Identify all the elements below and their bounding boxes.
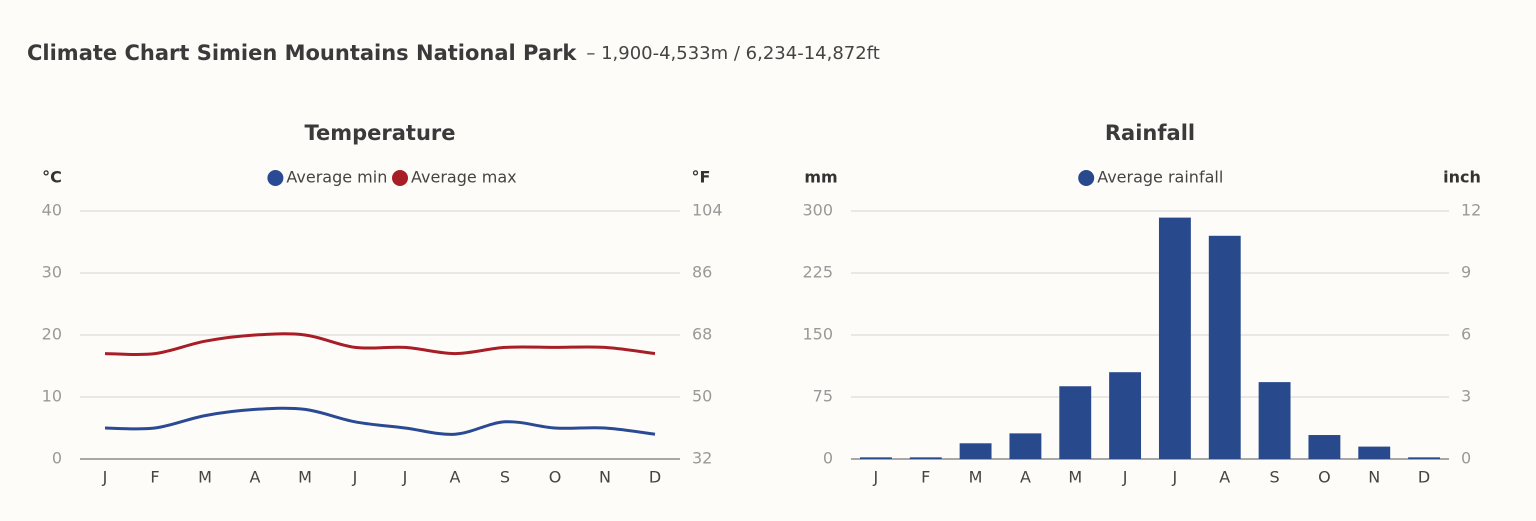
x-tick-label: N <box>599 468 611 487</box>
bar <box>1208 235 1241 459</box>
legend-label: Average min <box>286 168 387 187</box>
page-subtitle: – 1,900-4,533m / 6,234-14,872ft <box>586 43 879 64</box>
x-tick-label: A <box>1020 468 1031 487</box>
legend-label: Average max <box>411 168 517 187</box>
y-tick-label: 40 <box>42 201 62 220</box>
y-tick-label: 20 <box>42 325 62 344</box>
x-tick-label: A <box>250 468 261 487</box>
x-tick-label: J <box>873 468 879 487</box>
bar <box>859 457 892 459</box>
bar <box>909 457 942 459</box>
x-tick-label: S <box>500 468 510 487</box>
bar <box>1109 372 1142 459</box>
y-axis-label: mm <box>804 168 837 187</box>
x-tick-label: M <box>1068 468 1082 487</box>
x-tick-label: J <box>352 468 358 487</box>
x-tick-label: J <box>1172 468 1178 487</box>
bar <box>1059 386 1092 459</box>
x-tick-label: O <box>549 468 562 487</box>
y-tick-label: 0 <box>52 449 62 468</box>
y2-tick-label: 3 <box>1461 387 1471 406</box>
x-tick-label: M <box>298 468 312 487</box>
y-tick-label: 10 <box>42 387 62 406</box>
y2-tick-label: 9 <box>1461 263 1471 282</box>
x-tick-label: D <box>1418 468 1430 487</box>
y2-tick-label: 0 <box>1461 449 1471 468</box>
x-tick-label: N <box>1368 468 1380 487</box>
bar <box>1408 457 1441 459</box>
legend-marker <box>392 170 408 186</box>
legend-marker <box>267 170 284 186</box>
x-tick-label: A <box>450 468 461 487</box>
x-tick-label: M <box>969 468 983 487</box>
y2-axis-label: inch <box>1443 168 1481 187</box>
bar <box>959 443 992 459</box>
x-tick-label: A <box>1219 468 1230 487</box>
legend-label: Average rainfall <box>1097 168 1223 187</box>
y2-axis-label: °F <box>692 168 711 187</box>
x-tick-label: J <box>402 468 408 487</box>
y-tick-label: 225 <box>802 263 833 282</box>
bar <box>1308 435 1341 459</box>
x-tick-label: M <box>198 468 212 487</box>
x-tick-label: D <box>649 468 661 487</box>
page-title: Climate Chart Simien Mountains National … <box>27 41 577 65</box>
y2-tick-label: 68 <box>692 325 712 344</box>
y2-tick-label: 12 <box>1461 201 1481 220</box>
y-tick-label: 300 <box>802 201 833 220</box>
line-series <box>104 406 656 436</box>
x-tick-label: F <box>921 468 930 487</box>
x-tick-label: O <box>1318 468 1331 487</box>
y2-tick-label: 86 <box>692 263 712 282</box>
y-tick-label: 0 <box>823 449 833 468</box>
y2-tick-label: 32 <box>692 449 712 468</box>
x-tick-label: J <box>1122 468 1128 487</box>
x-tick-label: F <box>150 468 159 487</box>
y2-tick-label: 104 <box>692 201 723 220</box>
y-tick-label: 75 <box>813 387 833 406</box>
y-tick-label: 150 <box>802 325 833 344</box>
y-tick-label: 30 <box>42 263 62 282</box>
y2-tick-label: 50 <box>692 387 712 406</box>
line-series <box>104 332 656 357</box>
y-axis-label: °C <box>42 168 62 187</box>
x-tick-label: S <box>1270 468 1280 487</box>
bar <box>1158 217 1191 459</box>
y2-tick-label: 6 <box>1461 325 1471 344</box>
chart-title: Rainfall <box>1105 121 1195 145</box>
legend-marker <box>1078 170 1095 186</box>
bar <box>1009 433 1042 459</box>
x-tick-label: J <box>102 468 108 487</box>
chart-title: Temperature <box>304 121 455 145</box>
bar <box>1258 382 1291 459</box>
bar <box>1358 446 1391 459</box>
